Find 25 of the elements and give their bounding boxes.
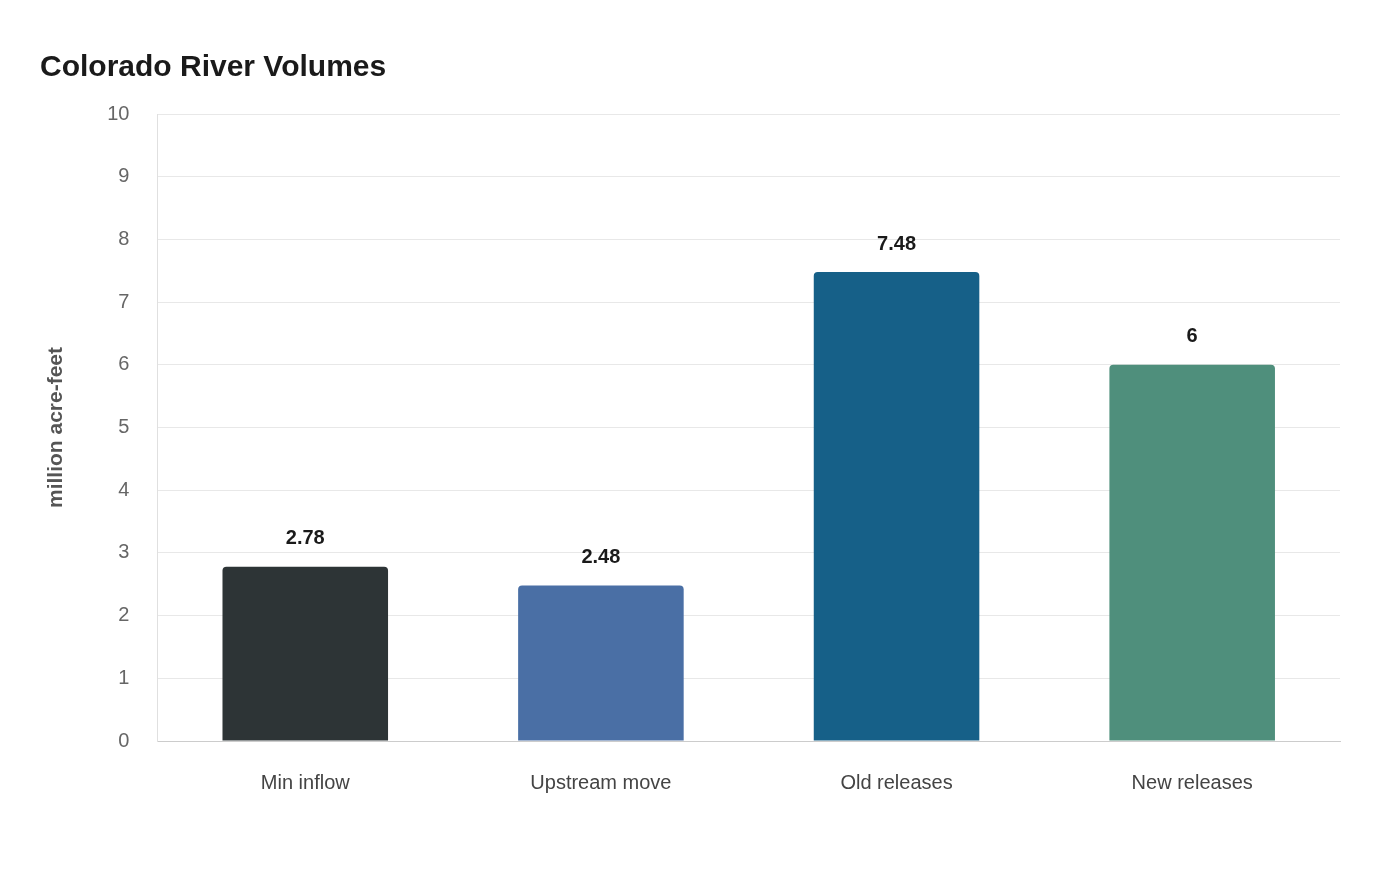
y-tick-label: 7: [118, 289, 130, 312]
y-tick-label: 4: [118, 477, 130, 500]
y-tick-label: 10: [107, 101, 130, 124]
bar: [518, 585, 684, 741]
x-tick-label: Min inflow: [260, 770, 351, 793]
bar: [813, 272, 980, 741]
data-label: 2.78: [285, 526, 325, 549]
y-tick-label: 5: [118, 415, 130, 438]
y-tick-label: 2: [118, 603, 130, 626]
chart-title: Colorado River Volumes: [40, 49, 387, 83]
data-label: 6: [1186, 324, 1198, 347]
x-tick-label: New releases: [1131, 770, 1253, 793]
y-tick-label: 0: [118, 728, 130, 751]
y-axis-title: million acre-feet: [43, 346, 67, 509]
x-tick-label: Old releases: [840, 770, 953, 793]
x-tick-label: Upstream move: [530, 770, 672, 793]
y-tick-label: 6: [118, 352, 130, 375]
y-tick-label: 1: [118, 665, 130, 688]
bar: [222, 566, 389, 741]
y-tick-label: 9: [118, 164, 130, 187]
y-tick-label: 3: [118, 540, 130, 563]
bar: [1109, 364, 1275, 741]
y-tick-label: 8: [118, 226, 130, 249]
data-label: 7.48: [877, 231, 917, 254]
data-label: 2.48: [581, 545, 621, 568]
